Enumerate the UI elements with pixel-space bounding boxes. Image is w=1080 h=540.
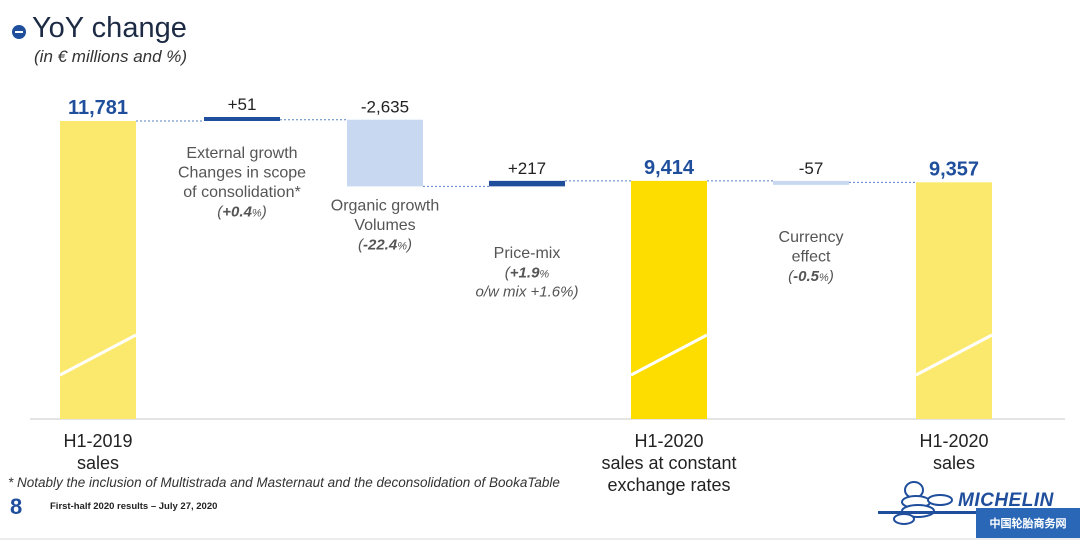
page-number: 8 <box>10 494 23 519</box>
bar-6 <box>916 182 992 419</box>
value-label-4: 9,414 <box>644 157 695 179</box>
category-label-4-1: sales at constant <box>601 453 736 473</box>
pct-part-3-0: ( <box>505 265 512 282</box>
pct-part-2-0: ( <box>358 236 365 253</box>
category-label-0-1: sales <box>77 453 119 473</box>
category-label-6-1: sales <box>933 453 975 473</box>
category-label-0-0: H1-2019 <box>63 431 132 451</box>
pct-part-3-1: +1.9 <box>510 265 540 282</box>
pct-part-5-0: ( <box>788 268 795 285</box>
bar-2 <box>347 119 423 187</box>
value-label-6: 9,357 <box>929 158 979 180</box>
value-label-0: 11,781 <box>68 97 128 119</box>
value-label-1: +51 <box>228 95 257 114</box>
desc-line-2-0: Organic growth <box>331 197 440 214</box>
desc-line-5-0: Currency <box>779 229 844 246</box>
bar-accent-0 <box>59 333 137 377</box>
footnote: * Notably the inclusion of Multistrada a… <box>8 475 560 490</box>
divider <box>0 538 1080 540</box>
bar-1 <box>204 117 280 121</box>
pct-part-2-2: % <box>397 240 407 252</box>
desc-line-1-0: External growth <box>186 145 297 162</box>
watermark: 中国轮胎商务网 <box>976 508 1080 538</box>
category-label-6-0: H1-2020 <box>919 431 988 451</box>
pct-label-5: (-0.5%) <box>788 268 834 285</box>
pct-part-1-0: ( <box>217 204 224 221</box>
pct-part-1-1: +0.4 <box>222 204 252 221</box>
pct-label-3: (+1.9% <box>505 265 550 282</box>
bar-5 <box>773 180 849 185</box>
pct-part-5-1: -0.5 <box>793 268 820 285</box>
bar-accent-6 <box>915 333 993 377</box>
category-label-4-0: H1-2020 <box>634 431 703 451</box>
michelin-man-logo-icon <box>893 481 953 525</box>
footer-text: First-half 2020 results – July 27, 2020 <box>50 501 218 512</box>
page-title: YoY change <box>32 12 187 44</box>
pct-part-1-2: % <box>252 208 262 220</box>
header: YoY change <box>12 12 187 45</box>
pct-part-5-2: % <box>819 272 829 284</box>
pct-part-1-3: ) <box>260 204 267 221</box>
desc-line-2-1: Volumes <box>354 217 415 234</box>
pct-part-2-3: ) <box>405 236 412 253</box>
pct-part-2-1: -22.4 <box>363 236 398 253</box>
bar-4 <box>631 180 707 419</box>
value-label-3: +217 <box>508 159 546 178</box>
pct-label-2: (-22.4%) <box>358 236 412 253</box>
desc-line-1-2: of consolidation* <box>183 184 300 201</box>
bar-accent-4 <box>630 333 708 377</box>
bar-3 <box>489 180 565 187</box>
pct-part-5-3: ) <box>827 268 834 285</box>
desc-line-1-1: Changes in scope <box>178 165 306 182</box>
desc-line-3-0: Price-mix <box>494 245 561 262</box>
desc-line-5-1: effect <box>792 249 831 266</box>
pct-extra-3: o/w mix +1.6%) <box>476 284 579 301</box>
value-label-2: -2,635 <box>361 98 409 117</box>
bar-0 <box>60 121 136 419</box>
value-label-5: -57 <box>799 159 824 178</box>
pct-part-3-2: % <box>539 269 549 281</box>
pct-label-1: (+0.4%) <box>217 204 266 221</box>
logo-word: MICHELIN <box>958 490 1054 511</box>
circle-minus-icon <box>12 24 26 39</box>
category-label-4-2: exchange rates <box>607 475 730 495</box>
page-subtitle: (in € millions and %) <box>34 47 188 66</box>
